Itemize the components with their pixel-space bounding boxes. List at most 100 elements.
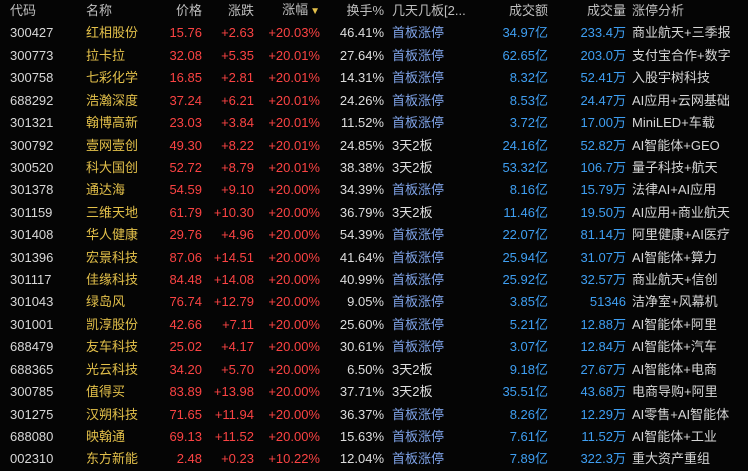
- table-row[interactable]: 301321 翰博高新 23.03 +3.84 +20.01% 11.52% 首…: [0, 112, 748, 134]
- stock-name-cell: 七彩化学: [86, 70, 139, 86]
- amount-cell: 3.07亿: [509, 339, 548, 355]
- amount-cell: 22.07亿: [502, 227, 548, 243]
- price-cell: 76.74: [169, 294, 202, 310]
- amount-cell: 7.61亿: [509, 429, 548, 445]
- amount-cell: 11.46亿: [503, 204, 548, 220]
- table-row[interactable]: 002310 东方新能 2.48 +0.23 +10.22% 12.04% 首板…: [0, 448, 748, 470]
- turnover-cell: 27.64%: [339, 47, 384, 63]
- column-header-name[interactable]: 名称: [86, 3, 113, 18]
- table-row[interactable]: 300785 值得买 83.89 +13.98 +20.00% 37.71% 3…: [0, 381, 748, 403]
- price-cell: 71.65: [169, 406, 202, 422]
- table-row[interactable]: 688365 光云科技 34.20 +5.70 +20.00% 6.50% 3天…: [0, 359, 748, 381]
- table-row[interactable]: 301275 汉朔科技 71.65 +11.94 +20.00% 36.37% …: [0, 404, 748, 426]
- change-cell: +13.98: [213, 384, 254, 400]
- pct-change-cell: +20.00%: [268, 339, 320, 355]
- table-row[interactable]: 300427 红相股份 15.76 +2.63 +20.03% 46.41% 首…: [0, 22, 748, 44]
- limit-up-analysis-cell: AI智能体+算力: [632, 249, 717, 265]
- amount-cell: 5.21亿: [509, 316, 548, 332]
- pct-change-cell: +20.00%: [268, 316, 320, 332]
- volume-cell: 233.4万: [580, 25, 626, 41]
- turnover-cell: 36.37%: [339, 406, 384, 422]
- turnover-cell: 15.63%: [339, 429, 384, 445]
- boards-status-cell: 首板涨停: [392, 316, 445, 332]
- stock-code-cell: 300785: [10, 384, 54, 400]
- price-cell: 42.66: [169, 316, 202, 332]
- table-row[interactable]: 300758 七彩化学 16.85 +2.81 +20.01% 14.31% 首…: [0, 67, 748, 89]
- price-cell: 49.30: [169, 137, 202, 153]
- table-row[interactable]: 301396 宏景科技 87.06 +14.51 +20.00% 41.64% …: [0, 247, 748, 269]
- boards-status-cell: 首板涨停: [392, 115, 445, 131]
- price-cell: 2.48: [176, 451, 202, 467]
- pct-change-cell: +20.01%: [268, 70, 320, 86]
- turnover-cell: 14.31%: [339, 70, 384, 86]
- turnover-cell: 37.71%: [339, 384, 384, 400]
- volume-cell: 19.50万: [580, 204, 626, 220]
- table-row[interactable]: 301378 通达海 54.59 +9.10 +20.00% 34.39% 首板…: [0, 179, 748, 201]
- stock-name-cell: 华人健康: [86, 227, 139, 243]
- stock-code-cell: 300758: [10, 70, 54, 86]
- price-cell: 34.20: [169, 361, 202, 377]
- turnover-cell: 38.38%: [339, 159, 384, 175]
- column-header-code[interactable]: 代码: [10, 3, 37, 18]
- volume-cell: 32.57万: [580, 272, 626, 288]
- column-header-change[interactable]: 涨跌: [227, 3, 254, 18]
- stock-code-cell: 300773: [10, 47, 54, 63]
- stock-name-cell: 科大国创: [86, 159, 139, 175]
- pct-change-cell: +20.01%: [268, 137, 320, 153]
- column-header-analysis[interactable]: 涨停分析: [632, 3, 685, 18]
- change-cell: +5.70: [221, 361, 254, 377]
- stock-name-cell: 汉朔科技: [86, 406, 139, 422]
- pct-change-cell: +20.01%: [268, 47, 320, 63]
- table-row[interactable]: 300520 科大国创 52.72 +8.79 +20.01% 38.38% 3…: [0, 157, 748, 179]
- table-row[interactable]: 688479 友车科技 25.02 +4.17 +20.00% 30.61% 首…: [0, 336, 748, 358]
- table-header-row: 代码 名称 价格 涨跌 涨幅 ▼ 换手% 几天几板[2... 成交额 成交量 涨停…: [0, 0, 748, 22]
- turnover-cell: 34.39%: [339, 182, 384, 198]
- boards-status-cell: 首板涨停: [392, 47, 445, 63]
- column-header-boards[interactable]: 几天几板[2...: [392, 3, 466, 18]
- table-row[interactable]: 688292 浩瀚深度 37.24 +6.21 +20.01% 24.26% 首…: [0, 90, 748, 112]
- price-cell: 15.76: [169, 25, 202, 41]
- price-cell: 87.06: [169, 249, 202, 265]
- change-cell: +5.35: [221, 47, 254, 63]
- change-cell: +11.94: [214, 406, 254, 422]
- boards-status-cell: 首板涨停: [392, 451, 445, 467]
- limit-up-analysis-cell: 入股宇树科技: [632, 70, 711, 86]
- stock-name-cell: 宏景科技: [86, 249, 139, 265]
- volume-cell: 11.52万: [581, 429, 626, 445]
- stock-name-cell: 绿岛风: [86, 294, 126, 310]
- column-header-amount[interactable]: 成交额: [508, 3, 548, 18]
- limit-up-analysis-cell: AI零售+AI智能体: [632, 406, 730, 422]
- pct-change-cell: +20.00%: [268, 249, 320, 265]
- column-header-pct[interactable]: 涨幅 ▼: [254, 0, 320, 23]
- column-header-turnover[interactable]: 换手%: [346, 3, 384, 18]
- table-row[interactable]: 301117 佳缘科技 84.48 +14.08 +20.00% 40.99% …: [0, 269, 748, 291]
- table-row[interactable]: 300773 拉卡拉 32.08 +5.35 +20.01% 27.64% 首板…: [0, 45, 748, 67]
- amount-cell: 35.51亿: [502, 384, 548, 400]
- volume-cell: 43.68万: [580, 384, 626, 400]
- pct-change-cell: +20.00%: [268, 272, 320, 288]
- turnover-cell: 30.61%: [339, 339, 384, 355]
- table-row[interactable]: 688080 映翰通 69.13 +11.52 +20.00% 15.63% 首…: [0, 426, 748, 448]
- amount-cell: 8.53亿: [509, 92, 548, 108]
- table-row[interactable]: 301001 凯淳股份 42.66 +7.11 +20.00% 25.60% 首…: [0, 314, 748, 336]
- turnover-cell: 40.99%: [339, 272, 384, 288]
- turnover-cell: 46.41%: [339, 25, 384, 41]
- stock-code-cell: 301159: [10, 204, 53, 220]
- stock-code-cell: 301117: [10, 272, 52, 288]
- volume-cell: 203.0万: [580, 47, 626, 63]
- boards-status-cell: 首板涨停: [392, 249, 445, 265]
- amount-cell: 8.26亿: [509, 406, 548, 422]
- stock-name-cell: 映翰通: [86, 429, 126, 445]
- table-row[interactable]: 300792 壹网壹创 49.30 +8.22 +20.01% 24.85% 3…: [0, 135, 748, 157]
- limit-up-analysis-cell: 支付宝合作+数字: [632, 47, 731, 63]
- table-row[interactable]: 301043 绿岛风 76.74 +12.79 +20.00% 9.05% 首板…: [0, 291, 748, 313]
- volume-cell: 24.47万: [580, 92, 626, 108]
- change-cell: +7.11: [222, 316, 254, 332]
- limit-up-analysis-cell: 阿里健康+AI医疗: [632, 227, 730, 243]
- change-cell: +6.21: [221, 92, 254, 108]
- table-row[interactable]: 301408 华人健康 29.76 +4.96 +20.00% 54.39% 首…: [0, 224, 748, 246]
- column-header-price[interactable]: 价格: [175, 3, 202, 18]
- volume-cell: 12.88万: [580, 316, 626, 332]
- table-row[interactable]: 301159 三维天地 61.79 +10.30 +20.00% 36.79% …: [0, 202, 748, 224]
- column-header-volume[interactable]: 成交量: [586, 3, 626, 18]
